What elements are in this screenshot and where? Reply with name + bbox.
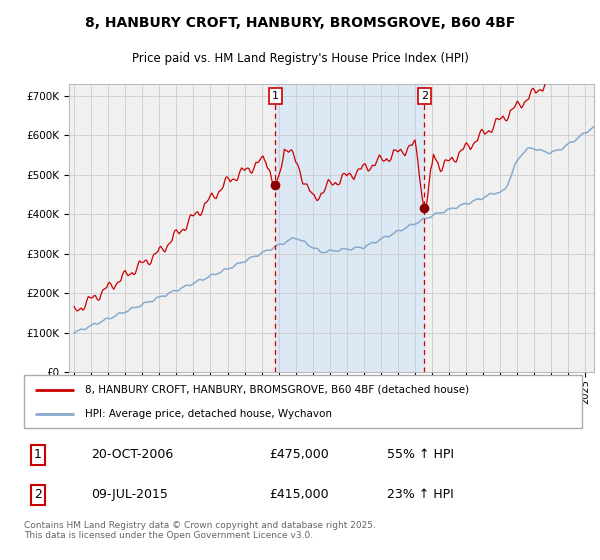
Text: £415,000: £415,000 [269,488,329,501]
Text: HPI: Average price, detached house, Wychavon: HPI: Average price, detached house, Wych… [85,409,332,419]
Text: 8, HANBURY CROFT, HANBURY, BROMSGROVE, B60 4BF (detached house): 8, HANBURY CROFT, HANBURY, BROMSGROVE, B… [85,385,470,395]
Text: £475,000: £475,000 [269,448,329,461]
Text: 1: 1 [34,448,42,461]
Text: 2: 2 [34,488,42,501]
Text: 8, HANBURY CROFT, HANBURY, BROMSGROVE, B60 4BF: 8, HANBURY CROFT, HANBURY, BROMSGROVE, B… [85,16,515,30]
Text: Contains HM Land Registry data © Crown copyright and database right 2025.
This d: Contains HM Land Registry data © Crown c… [24,521,376,540]
Text: 55% ↑ HPI: 55% ↑ HPI [387,448,454,461]
Bar [275,84,424,372]
Text: 23% ↑ HPI: 23% ↑ HPI [387,488,454,501]
Text: 2: 2 [421,91,428,101]
Text: 20-OCT-2006: 20-OCT-2006 [91,448,173,461]
Text: 09-JUL-2015: 09-JUL-2015 [91,488,168,501]
Text: Price paid vs. HM Land Registry's House Price Index (HPI): Price paid vs. HM Land Registry's House … [131,52,469,65]
Text: 1: 1 [272,91,279,101]
FancyBboxPatch shape [24,375,582,428]
